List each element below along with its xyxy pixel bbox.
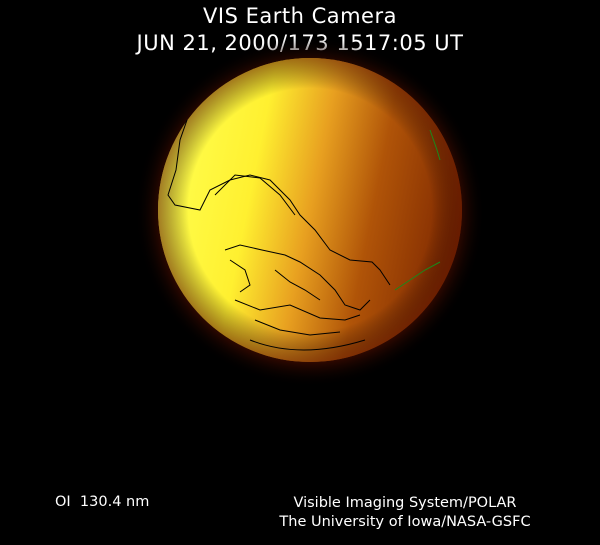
institution-credit: The University of Iowa/NASA-GSFC [279,514,531,530]
image-title: VIS Earth Camera [203,4,397,28]
instrument-name: Visible Imaging System/POLAR [293,495,517,511]
limb-darkening [158,58,462,362]
wavelength-label: OI 130.4 nm [55,494,150,510]
coastline-overlay [167,119,391,351]
grid-overlay [394,129,441,291]
instrument-credit: Visible Imaging System/POLAR The Univers… [235,494,575,532]
